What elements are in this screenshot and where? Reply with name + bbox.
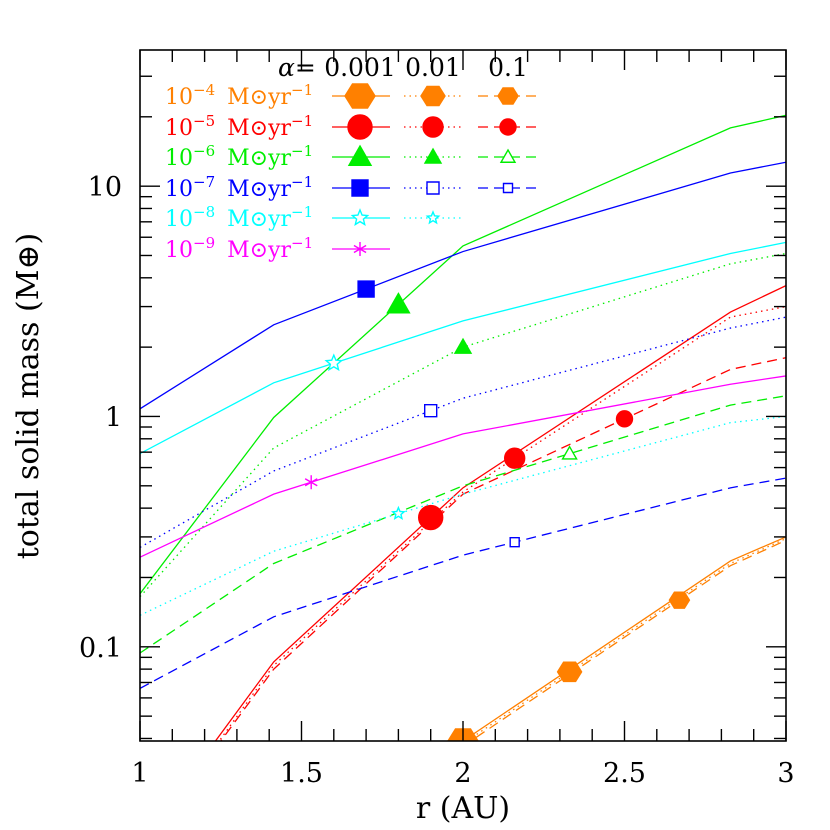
legend-label: 10−9 M⊙yr−1 [165, 234, 313, 263]
legend-marker-triangle [499, 148, 517, 163]
y-tick-label: 0.1 [79, 633, 122, 664]
legend-alpha-symbol: α= [278, 53, 316, 82]
legend-marker-star [350, 208, 370, 226]
asterisk-stroke [304, 478, 318, 487]
series-line-m5-dashed [220, 357, 786, 741]
legend-alpha-value: 0.001 [324, 53, 396, 82]
series-line-m9-solid [140, 375, 786, 558]
data-marker-circle [418, 504, 444, 531]
legend-marker-circle [499, 118, 517, 136]
legend-label-exponent: −5 [193, 112, 215, 130]
data-marker-hexagon [556, 661, 583, 683]
legend-marker-hexagon [497, 87, 519, 105]
legend-label: 10−7 M⊙yr−1 [165, 173, 313, 202]
legend-label-unit: M⊙yr [227, 146, 291, 171]
x-tick-label: 2 [454, 758, 471, 789]
series-line-m6-dashed [140, 395, 786, 654]
legend-label-exponent: −4 [193, 81, 215, 99]
data-marker-square [357, 280, 375, 298]
series-line-m8-dotted [140, 415, 786, 616]
series-line-m6-dotted [140, 252, 786, 598]
y-tick-label: 1 [105, 402, 122, 433]
legend-label-base: 10 [165, 177, 193, 202]
legend-marker-triangle [423, 147, 443, 164]
asterisk-stroke [353, 244, 367, 254]
legend-label-base: 10 [165, 85, 193, 110]
legend-label-unit-exponent: −1 [291, 234, 313, 252]
legend-label-exponent: −8 [193, 203, 215, 221]
legend-label-exponent: −7 [193, 173, 215, 191]
data-marker-circle [615, 410, 634, 428]
legend-marker-asterisk [353, 242, 367, 256]
x-tick-label: 3 [777, 758, 794, 789]
legend-label: 10−4 M⊙yr−1 [165, 81, 313, 110]
data-marker-star [324, 353, 344, 372]
legend: α= 0.001 0.01 0.110−4 M⊙yr−110−5 M⊙yr−110−6 M⊙… [165, 53, 540, 263]
series-layer [140, 114, 786, 741]
legend-label: 10−6 M⊙yr−1 [165, 142, 313, 171]
legend-label: 10−8 M⊙yr−1 [165, 203, 313, 232]
legend-label-base: 10 [165, 116, 193, 141]
legend-label: 10−5 M⊙yr−1 [165, 112, 313, 141]
y-tick-label: 10 [88, 172, 122, 203]
legend-label-exponent: −6 [193, 142, 215, 160]
data-marker-square [424, 403, 438, 418]
legend-label-unit: M⊙yr [227, 177, 291, 202]
series-line-m4-dotted [465, 537, 786, 741]
legend-label-unit: M⊙yr [227, 116, 291, 141]
legend-label-unit: M⊙yr [227, 85, 291, 110]
series-line-m5-dotted [218, 305, 786, 741]
series-line-m7-dashed [140, 477, 786, 689]
legend-label-unit-exponent: −1 [291, 173, 313, 191]
series-line-m5-solid [214, 285, 786, 741]
legend-label-unit-exponent: −1 [291, 81, 313, 99]
legend-label-unit-exponent: −1 [291, 112, 313, 130]
x-axis-label: r (AU) [416, 791, 510, 826]
legend-marker-triangle [347, 144, 373, 166]
y-axis-label: total solid mass (M⊕) [11, 233, 46, 560]
legend-label-base: 10 [165, 207, 193, 232]
legend-marker-square [426, 181, 440, 195]
legend-marker-hexagon [420, 85, 446, 107]
legend-marker-hexagon [344, 83, 376, 109]
x-tick-label: 1 [131, 758, 148, 789]
series-line-m8-solid [140, 241, 786, 455]
legend-marker-star [425, 210, 441, 225]
data-marker-triangle [453, 337, 473, 354]
legend-marker-circle [347, 114, 373, 140]
legend-label-unit: M⊙yr [227, 207, 291, 232]
data-marker-triangle [561, 445, 578, 460]
data-marker-asterisk [304, 475, 318, 490]
series-line-m7-solid [140, 161, 786, 410]
legend-marker-circle [422, 116, 444, 138]
series-line-m6-solid [140, 114, 786, 595]
x-tick-label: 2.5 [603, 758, 646, 789]
data-marker-circle [503, 447, 526, 469]
legend-marker-square [502, 182, 514, 194]
data-marker-triangle [386, 292, 411, 314]
legend-marker-square [351, 179, 369, 197]
legend-label-base: 10 [165, 238, 193, 263]
series-line-m4-dashed [469, 539, 786, 741]
legend-label-exponent: −9 [193, 234, 215, 252]
series-line-m4-solid [462, 536, 786, 741]
data-marker-star [390, 505, 406, 520]
data-marker-hexagon [668, 591, 691, 609]
legend-label-unit-exponent: −1 [291, 203, 313, 221]
legend-label-unit-exponent: −1 [291, 142, 313, 160]
legend-label-base: 10 [165, 146, 193, 171]
legend-alpha-value: 0.01 [405, 53, 461, 82]
x-tick-label: 1.5 [280, 758, 323, 789]
axes: 1 1.5 2 2.5 3 0.1 1 10 [79, 49, 795, 789]
legend-label-unit: M⊙yr [227, 238, 291, 263]
data-marker-square [509, 536, 520, 548]
legend-alpha-value: 0.1 [488, 53, 528, 82]
